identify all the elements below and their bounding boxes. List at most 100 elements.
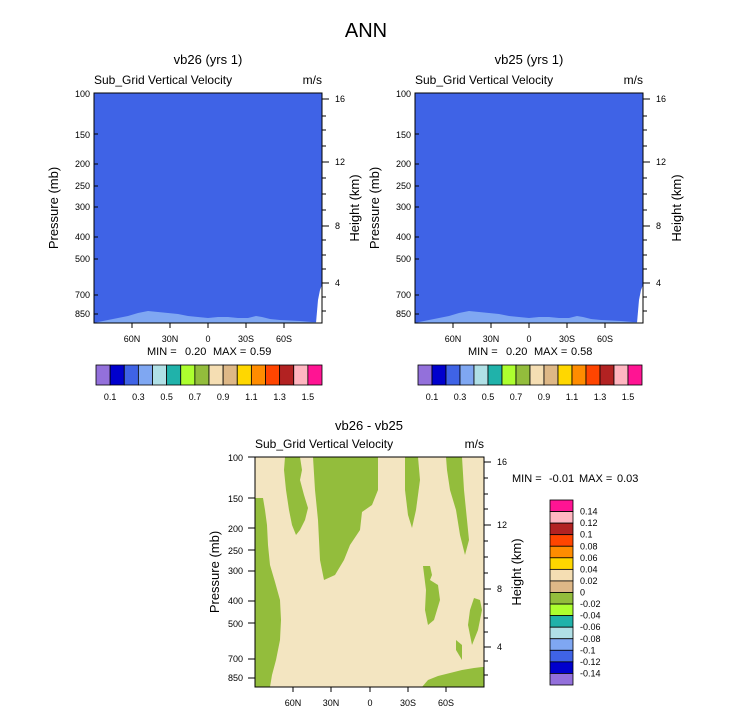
x-tick: 30N	[323, 698, 340, 708]
colorbar-swatch	[549, 649, 574, 663]
colorbar-swatch	[549, 580, 574, 593]
panel-difference: vb26 - vb25 Sub_Grid Vertical Velocity m…	[207, 418, 638, 708]
y-left-tickmarks	[94, 92, 98, 315]
colorbar-swatch	[543, 364, 559, 386]
min-value: 0.20	[185, 346, 206, 358]
colorbar-label: 1.3	[273, 392, 286, 402]
colorbar-label: -0.12	[580, 657, 601, 667]
green-region-right	[446, 457, 469, 555]
green-region-mid-right	[423, 566, 440, 625]
y-tick: 850	[75, 309, 90, 319]
y-tick: 700	[75, 290, 90, 300]
y-tick: 500	[396, 254, 411, 264]
colorbar-swatch	[549, 661, 574, 674]
colorbar-swatch	[613, 364, 629, 386]
colorbar-swatch	[194, 364, 210, 386]
colorbar-swatch	[627, 364, 643, 386]
colorbar-swatch	[222, 364, 238, 386]
y-tick: 16	[656, 94, 666, 104]
colorbar-swatch	[549, 592, 574, 605]
y-left-tickmarks	[415, 92, 419, 315]
y-left-ticks: 100 150 200 250 300 400 500 700 850	[396, 89, 411, 319]
max-label: MAX =	[213, 346, 246, 358]
colorbar-swatch	[549, 534, 574, 547]
colorbar-label: 0.04	[580, 564, 598, 574]
y-tick: 12	[335, 157, 345, 167]
colorbar-label: 0.12	[580, 518, 598, 528]
y-tick: 400	[75, 232, 90, 242]
plot-fill	[94, 93, 322, 323]
colorbar-label: 0.1	[104, 392, 117, 402]
colorbar-label: 0.02	[580, 576, 598, 586]
y-axis-label-right: Height (km)	[347, 174, 362, 241]
y-tick: 4	[497, 642, 502, 652]
colorbar-swatch	[279, 364, 295, 386]
colorbar-swatch	[549, 499, 574, 512]
colorbar-label: 0.1	[580, 530, 593, 540]
x-ticks: 60N 30N 0 30S 60S	[285, 698, 454, 708]
y-right-ticks: 16 12 8 4	[656, 94, 666, 288]
y-left-ticks: 100 150 200 250 300 400 500 700 850	[228, 453, 243, 683]
y-tick: 12	[497, 520, 507, 530]
x-tick: 60S	[276, 334, 292, 344]
y-tick: 300	[396, 202, 411, 212]
colorbar-label: 0.3	[454, 392, 467, 402]
colorbar-label: 0	[580, 588, 585, 598]
figure-title: ANN	[345, 20, 387, 42]
y-tick: 200	[75, 159, 90, 169]
green-region-left	[255, 498, 281, 687]
colorbar-swatch	[265, 364, 281, 386]
green-region-small	[456, 640, 462, 660]
colorbar: 0.1 0.3 0.5 0.7 0.9 1.1 1.3 1.5	[417, 364, 643, 402]
green-region-upper-left	[284, 457, 308, 535]
x-tick: 60N	[445, 334, 462, 344]
y-tick: 700	[228, 654, 243, 664]
y-tick: 8	[497, 584, 502, 594]
x-tick: 60S	[438, 698, 454, 708]
y-tick: 16	[497, 457, 507, 467]
y-tick: 850	[228, 673, 243, 683]
x-tickmarks	[292, 687, 447, 692]
colorbar-label: -0.04	[580, 611, 601, 621]
y-left-tickmarks	[248, 456, 255, 679]
y-tick: 500	[228, 619, 243, 629]
y-tick: 150	[396, 130, 411, 140]
panel-title: vb26 - vb25	[335, 418, 403, 433]
colorbar-swatch	[123, 364, 139, 386]
colorbar-label: -0.1	[580, 645, 596, 655]
light-blue-region	[94, 311, 322, 323]
y-tick: 100	[75, 89, 90, 99]
colorbar-swatch	[250, 364, 266, 386]
colorbar-label: 1.1	[245, 392, 258, 402]
x-tick: 60S	[597, 334, 613, 344]
colorbar-swatch	[166, 364, 182, 386]
colorbar-label: 0.1	[426, 392, 439, 402]
x-tick: 0	[205, 334, 210, 344]
y-right-tickmarks	[643, 98, 650, 312]
colorbar-swatch	[557, 364, 573, 386]
colorbar-label: 0.06	[580, 553, 598, 563]
y-tick: 200	[396, 159, 411, 169]
x-tick: 30N	[483, 334, 500, 344]
panel-subtitle: Sub_Grid Vertical Velocity	[255, 437, 393, 451]
colorbar-swatch	[549, 522, 574, 536]
colorbar-swatch	[549, 511, 574, 524]
y-right-tickmarks	[322, 98, 329, 312]
colorbar-swatch	[529, 364, 545, 386]
colorbar-swatch	[473, 364, 489, 386]
min-value: 0.20	[506, 346, 527, 358]
y-tick: 250	[75, 181, 90, 191]
x-tick: 0	[367, 698, 372, 708]
colorbar: 0.1 0.3 0.5 0.7 0.9 1.1 1.3 1.5	[95, 364, 323, 402]
x-ticks: 60N 30N 0 30S 60S	[124, 334, 292, 344]
colorbar-swatch	[599, 364, 615, 386]
min-label: MIN =	[468, 346, 498, 358]
max-label: MAX =	[534, 346, 567, 358]
x-tick: 30S	[238, 334, 254, 344]
colorbar-swatch	[95, 364, 111, 386]
colorbar-swatch	[180, 364, 196, 386]
colorbar-label: -0.02	[580, 599, 601, 609]
max-value: 0.03	[617, 473, 638, 485]
y-tick: 700	[396, 290, 411, 300]
panel-units: m/s	[624, 73, 643, 87]
